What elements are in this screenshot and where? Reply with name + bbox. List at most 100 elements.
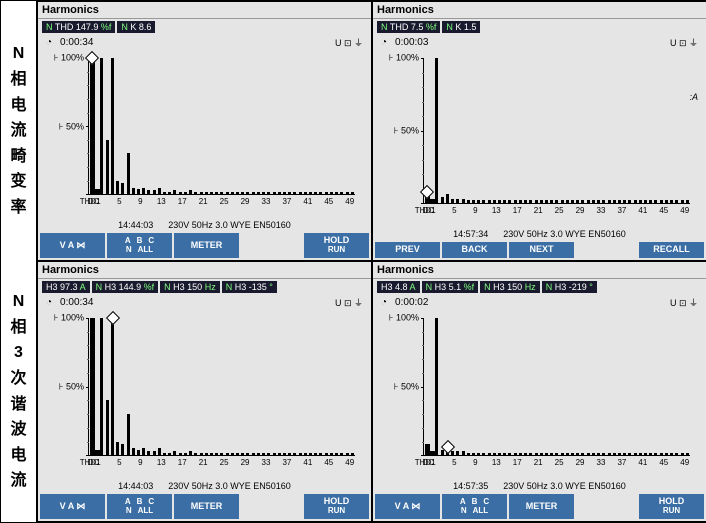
- x-label: 37: [617, 206, 626, 215]
- hold-bot: RUN: [641, 507, 702, 516]
- harmonic-bar: [335, 453, 338, 456]
- header-bars: H3 4.8 AN H3 5.1 %fN H3 150 HzN H3 -219 …: [373, 279, 706, 295]
- elapsed-time: 0:00:02: [395, 297, 428, 308]
- abc-bot: NALL: [109, 507, 170, 516]
- softkey-button[interactable]: ABCNALL: [442, 494, 507, 519]
- harmonic-bar: [288, 453, 291, 456]
- x-label: 41: [638, 206, 647, 215]
- time-row: 0:00:02U ⊡ ⏚: [373, 295, 706, 310]
- softkey-button[interactable]: V A ⋈: [40, 233, 105, 258]
- harmonic-bar: [189, 451, 192, 455]
- abc-bot: NALL: [109, 246, 170, 255]
- harmonic-bar: [215, 453, 218, 456]
- softkey-button[interactable]: V A ⋈: [375, 494, 440, 519]
- x-label: 5: [117, 458, 121, 467]
- harmonic-bar: [111, 58, 114, 194]
- softkey-row: V A ⋈ABCNALLMETER HOLDRUN: [38, 492, 371, 521]
- x-label: 41: [303, 458, 312, 467]
- side-label: N相3次谐波电流: [1, 261, 37, 522]
- softkey-button[interactable]: ABCNALL: [107, 233, 172, 258]
- harmonic-bar: [257, 192, 260, 195]
- harmonic-bar: [168, 192, 171, 195]
- btn-label: METER: [176, 241, 237, 251]
- softkey-button[interactable]: RECALL: [639, 242, 704, 258]
- harmonic-bar: [351, 453, 354, 456]
- x-label: 33: [262, 197, 271, 206]
- timestamp: 14:44:03: [118, 481, 153, 491]
- harmonic-bar: [472, 453, 475, 456]
- harmonics-chart: ⊦ 100%⊦ 50%THDDC15913172125293337414549: [379, 312, 700, 480]
- harmonic-bar: [623, 200, 626, 203]
- softkey-button[interactable]: HOLDRUN: [304, 233, 369, 258]
- harmonic-bar: [184, 453, 187, 456]
- x-label: 49: [345, 458, 354, 467]
- x-label: 25: [220, 197, 229, 206]
- status-icons: U ⊡ ⏚: [335, 36, 363, 49]
- harmonic-bar: [649, 453, 652, 456]
- softkey-button[interactable]: HOLDRUN: [304, 494, 369, 519]
- softkey-button[interactable]: METER: [174, 233, 239, 258]
- x-label: 9: [473, 458, 477, 467]
- status-icons: U ⊡ ⏚: [335, 296, 363, 309]
- harmonic-bar: [618, 453, 621, 456]
- x-label: 1: [96, 458, 100, 467]
- harmonic-bar: [576, 200, 579, 203]
- softkey-button[interactable]: PREV: [375, 242, 440, 258]
- harmonic-bar: [236, 192, 239, 195]
- harmonics-chart: ⊦ 100%⊦ 50%THDDC15913172125293337414549:…: [379, 52, 700, 228]
- harmonic-bar: [608, 200, 611, 203]
- harmonic-bar: [132, 448, 135, 455]
- harmonic-bar: [314, 453, 317, 456]
- harmonic-bar: [351, 192, 354, 195]
- softkey-button[interactable]: V A ⋈: [40, 494, 105, 519]
- harmonics-panel: HarmonicsN THD 7.5 %fN K 1.5 0:00:03U ⊡ …: [372, 1, 706, 261]
- harmonic-bar: [314, 192, 317, 195]
- hold-bot: RUN: [306, 246, 367, 255]
- softkey-row: V A ⋈ ABCNALLMETER HOLDRUN: [373, 492, 706, 521]
- harmonic-bar: [194, 453, 197, 456]
- van-label: V A ⋈: [377, 502, 438, 512]
- x-label: 33: [597, 458, 606, 467]
- harmonic-bar: [257, 453, 260, 456]
- config-text: 230V 50Hz 3.0 WYE EN50160: [168, 481, 291, 491]
- measure-badge: N H3 144.9 %f: [92, 281, 159, 293]
- x-label: 13: [157, 458, 166, 467]
- softkey-button[interactable]: NEXT: [509, 242, 574, 258]
- x-label: 9: [138, 458, 142, 467]
- harmonic-bar: [153, 190, 156, 194]
- harmonic-bar: [623, 453, 626, 456]
- harmonic-bar: [660, 200, 663, 203]
- harmonic-bar: [226, 192, 229, 195]
- softkey-button[interactable]: ABCNALL: [107, 494, 172, 519]
- time-row: 0:00:03U ⊡ ⏚: [373, 35, 706, 50]
- softkey-button[interactable]: METER: [509, 494, 574, 519]
- x-label: 21: [199, 458, 208, 467]
- elapsed-time: 0:00:03: [395, 37, 428, 48]
- harmonic-bar: [644, 453, 647, 456]
- harmonic-bar: [220, 453, 223, 456]
- harmonic-bar: [147, 190, 150, 194]
- x-label: 17: [178, 197, 187, 206]
- x-labels: THDDC15913172125293337414549: [423, 458, 690, 470]
- harmonic-bar: [571, 200, 574, 203]
- x-label: 49: [680, 206, 689, 215]
- harmonic-bar: [592, 453, 595, 456]
- harmonic-bar: [319, 453, 322, 456]
- harmonic-bar: [566, 200, 569, 203]
- x-label: 1: [96, 197, 100, 206]
- softkey-button[interactable]: BACK: [442, 242, 507, 258]
- softkey-button[interactable]: HOLDRUN: [639, 494, 704, 519]
- harmonics-chart: ⊦ 100%⊦ 50%THDDC15913172125293337414549: [44, 312, 365, 480]
- harmonic-bar: [665, 453, 668, 456]
- y-label: ⊦ 100%: [44, 53, 84, 64]
- harmonic-bar: [121, 183, 124, 194]
- harmonic-bar: [116, 442, 119, 456]
- harmonic-bar: [670, 200, 673, 203]
- x-labels: THDDC15913172125293337414549: [88, 197, 355, 209]
- harmonic-bar: [540, 453, 543, 456]
- softkey-button[interactable]: METER: [174, 494, 239, 519]
- harmonic-bar: [613, 200, 616, 203]
- header-bars: N THD 7.5 %fN K 1.5: [373, 19, 706, 35]
- harmonic-bar: [576, 453, 579, 456]
- harmonic-bar: [566, 453, 569, 456]
